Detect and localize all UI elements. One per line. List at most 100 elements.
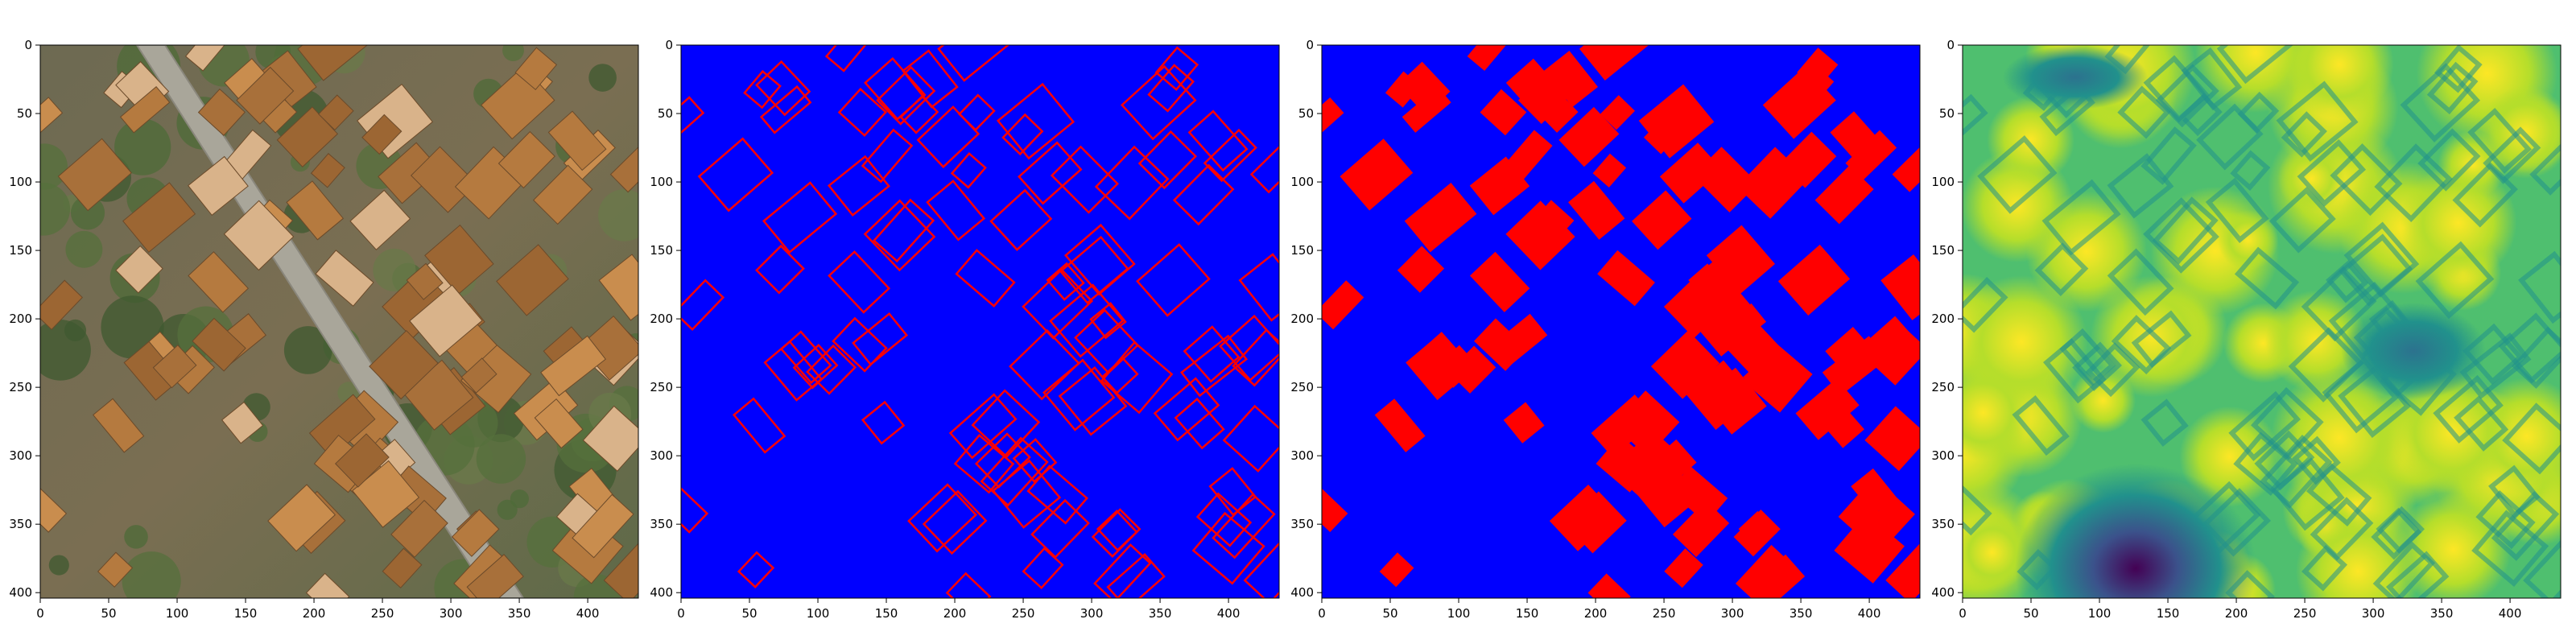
building-footprint — [1664, 548, 1703, 588]
x-axis: 0 50 100 150 200 250 300 350 400 — [1959, 598, 2521, 621]
boundary-ridge — [2234, 246, 2300, 310]
boundary-ridge — [2178, 93, 2223, 137]
rooftop — [598, 254, 638, 321]
boundary-ridge — [2140, 126, 2197, 185]
building-footprint — [1851, 468, 1897, 515]
rooftop — [497, 130, 555, 189]
rooftop — [267, 484, 336, 552]
rooftop — [410, 146, 477, 213]
boundary-ridge — [2467, 107, 2533, 174]
building-outline — [1172, 163, 1235, 226]
building-footprint — [1549, 484, 1617, 551]
building-footprint — [1780, 131, 1837, 188]
axes-frame — [680, 44, 1280, 599]
building-outline — [958, 93, 996, 132]
y-tick-label: 0 — [1946, 38, 1955, 52]
boundary-ridge — [2452, 162, 2518, 228]
x-tick-label: 250 — [1653, 606, 1676, 621]
x-tick-label: 250 — [371, 606, 394, 621]
building-outline — [922, 489, 988, 555]
building-outline — [1219, 314, 1279, 382]
x-tick-label: 200 — [1584, 606, 1608, 621]
building-outline — [937, 45, 1010, 82]
building-footprint — [1505, 200, 1575, 270]
building-outline — [1030, 498, 1090, 559]
boundary-ridge — [1963, 93, 1988, 142]
boundary-ridge — [1963, 277, 2008, 333]
building-outline — [1100, 357, 1139, 394]
x-axis: 0 50 100 150 200 250 300 350 400 — [1318, 598, 1880, 621]
building-outline — [732, 397, 786, 454]
building-footprint — [1706, 225, 1775, 295]
building-outline — [852, 312, 909, 366]
building-outline — [950, 151, 987, 189]
building-outline — [945, 572, 992, 598]
high-distance-region — [2295, 509, 2421, 598]
boundary-ridge — [2034, 242, 2089, 297]
rooftop — [184, 45, 225, 72]
rooftop — [315, 250, 374, 307]
building-outline — [755, 244, 805, 295]
building-outline — [1009, 328, 1080, 401]
building-footprint — [1692, 147, 1759, 213]
building-outline — [832, 316, 888, 373]
boundary-ridge — [2140, 398, 2189, 447]
building-outline — [863, 199, 936, 272]
building-footprint — [1659, 142, 1722, 204]
vegetation-patch — [48, 555, 69, 576]
vegetation-patch — [70, 196, 105, 230]
x-tick-label: 50 — [741, 606, 757, 621]
building-outline — [1180, 334, 1249, 398]
axes-frame — [39, 44, 639, 599]
building-outline — [948, 393, 1018, 460]
rooftop — [236, 66, 295, 125]
boundary-ridge — [2454, 395, 2509, 452]
building-outline — [953, 433, 1015, 494]
building-footprint — [1600, 95, 1635, 130]
distance-content — [1963, 45, 2561, 598]
boundary-ridge — [2072, 341, 2123, 391]
building-outline — [762, 181, 838, 254]
rooftop — [335, 433, 390, 488]
boundary-ridge — [2041, 179, 2121, 256]
boundary-ridge — [2268, 187, 2336, 254]
building-footprint — [1542, 96, 1579, 133]
vegetation-patch — [40, 320, 91, 381]
y-tick-label: 300 — [1290, 448, 1314, 463]
x-tick-label: 400 — [576, 606, 600, 621]
y-tick-label: 150 — [650, 243, 673, 258]
building-outline — [1232, 328, 1279, 387]
building-outline — [902, 49, 959, 109]
boundary-ridge — [2205, 177, 2269, 243]
building-outline — [1249, 139, 1279, 194]
rooftop — [305, 572, 350, 598]
distance-map-panel: 0 50 100 150 200 250 300 350 400 0 50 100 150 200 250… — [1931, 38, 2562, 621]
boundary-ridge — [2371, 506, 2425, 560]
building-footprint — [1435, 345, 1478, 388]
boundary-ridge — [1977, 135, 2058, 214]
rooftop — [409, 284, 483, 357]
x-tick-label: 200 — [303, 606, 326, 621]
building-footprint — [1322, 280, 1364, 330]
y-tick-label: 150 — [9, 243, 32, 258]
high-distance-region — [2091, 275, 2213, 398]
building-footprint — [1467, 45, 1506, 71]
boundary-ridge — [2518, 250, 2561, 324]
y-tick-label: 250 — [9, 380, 32, 394]
y-tick-label: 100 — [9, 175, 32, 189]
building-outline — [1147, 64, 1195, 113]
y-tick-label: 50 — [658, 106, 673, 121]
boundary-ridge — [2117, 85, 2171, 139]
rooftop — [582, 405, 638, 472]
x-tick-label: 150 — [234, 606, 258, 621]
boundary-ridge — [2372, 541, 2436, 598]
building-outline — [681, 481, 709, 534]
x-tick-label: 400 — [2499, 606, 2522, 621]
low-distance-region — [2015, 464, 2256, 598]
building-footprint — [1616, 433, 1671, 488]
x-tick-label: 350 — [1790, 606, 1813, 621]
rooftop — [451, 509, 500, 557]
boundary-ridge — [2012, 395, 2070, 456]
vegetation-patch — [588, 64, 617, 92]
x-tick-label: 0 — [677, 606, 685, 621]
